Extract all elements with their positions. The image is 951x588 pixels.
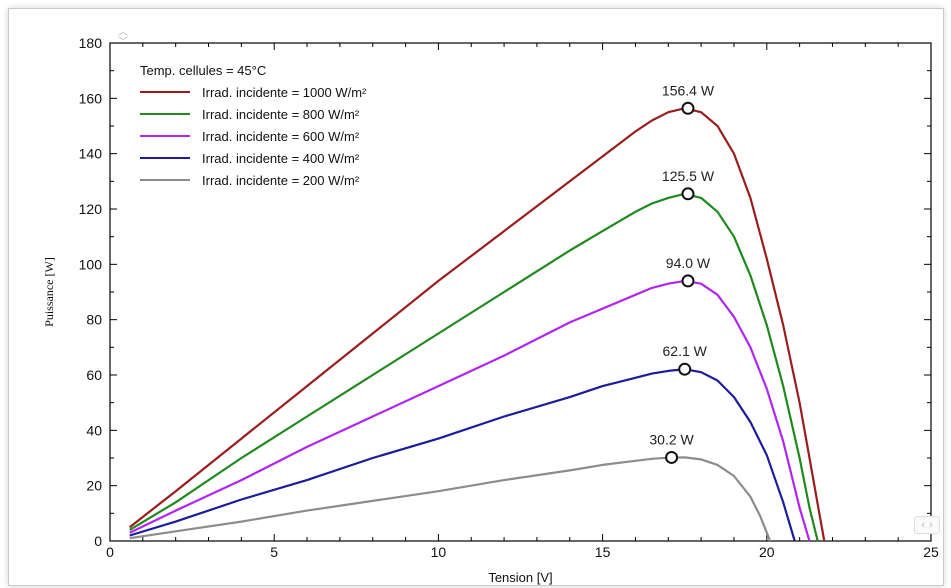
scroll-horizontal-icon[interactable]: ‹ › (914, 516, 940, 534)
y-tick-label: 140 (79, 146, 103, 162)
legend-entry: Irrad. incidente = 400 W/m² (202, 151, 360, 166)
y-tick-label: 80 (86, 312, 102, 328)
legend-entry: Irrad. incidente = 600 W/m² (202, 129, 360, 144)
y-axis-label: Puissance [W] (42, 257, 56, 327)
y-tick-label: 160 (79, 90, 103, 106)
x-tick-label: 20 (759, 544, 775, 560)
mpp-marker (681, 187, 695, 201)
series-line-4 (129, 368, 796, 542)
legend: Temp. cellules = 45°C Irrad. incidente = … (140, 63, 367, 188)
series-line-1 (129, 107, 826, 542)
mpp-marker (681, 101, 695, 115)
y-tick-label: 40 (86, 422, 102, 438)
series-lines (129, 107, 826, 542)
chart-frame (8, 8, 944, 586)
scroll-up-icon[interactable]: ︿ ﹀ (118, 27, 128, 48)
series-line-5 (129, 456, 772, 542)
legend-entry: Irrad. incidente = 1000 W/m² (202, 85, 367, 100)
axes: 0 5 10 15 20 25 0 20 40 60 80 100 120 140 160 180 Puissa… (42, 35, 939, 585)
mpp-markers: 156.4 W 125.5 W 94.0 W 62.1 W 30.2 W (649, 82, 715, 464)
y-tick-label: 100 (79, 256, 103, 272)
mpp-label: 156.4 W (662, 82, 715, 98)
mpp-marker (681, 274, 695, 288)
y-tick-label: 180 (79, 35, 103, 51)
series-line-2 (129, 192, 819, 542)
y-tick-label: 0 (94, 533, 102, 549)
x-axis-label: Tension [V] (488, 570, 552, 585)
mpp-label: 62.1 W (663, 343, 708, 359)
x-tick-label: 15 (595, 544, 611, 560)
x-tick-label: 0 (106, 544, 114, 560)
mpp-marker (665, 450, 679, 464)
legend-title: Temp. cellules = 45°C (140, 63, 266, 78)
mpp-marker (678, 362, 692, 376)
mpp-label: 30.2 W (649, 431, 694, 447)
x-tick-label: 10 (431, 544, 447, 560)
series-line-3 (129, 279, 811, 542)
y-tick-label: 60 (86, 367, 102, 383)
x-tick-label: 5 (270, 544, 278, 560)
y-tick-label: 120 (79, 201, 103, 217)
mpp-label: 125.5 W (662, 168, 715, 184)
y-tick-label: 20 (86, 478, 102, 494)
legend-entry: Irrad. incidente = 800 W/m² (202, 107, 360, 122)
x-tick-label: 25 (923, 544, 939, 560)
legend-entry: Irrad. incidente = 200 W/m² (202, 173, 360, 188)
mpp-label: 94.0 W (666, 255, 711, 271)
